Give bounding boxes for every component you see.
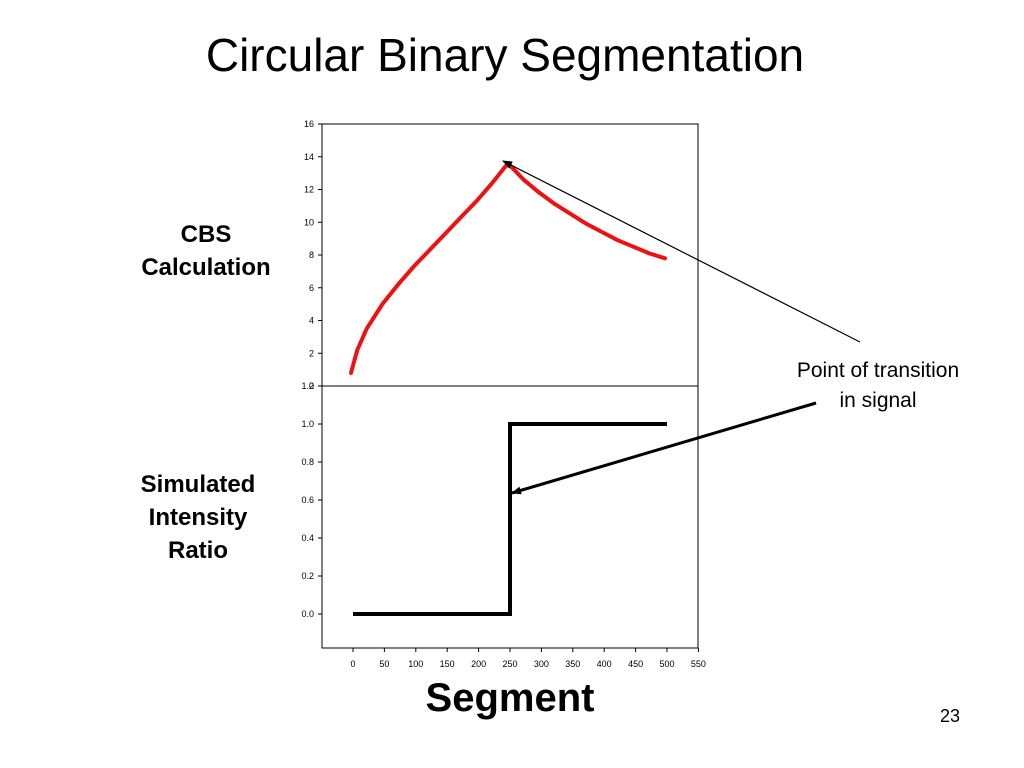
chart1-ytick-label: 4 [309, 316, 314, 326]
simulated-intensity-ratio-label: Simulated Intensity Ratio [108, 468, 288, 567]
annotation-arrow-top [502, 160, 861, 343]
chart2-ytick-label: 1.0 [301, 419, 314, 429]
chart2-xtick-label: 500 [659, 659, 674, 669]
chart1-ytick-label: 16 [304, 119, 314, 129]
chart2-ytick-label: 1.2 [301, 381, 314, 391]
annotation-line-1: Point of transition [796, 359, 960, 382]
annotation-arrow-bottom [511, 401, 817, 495]
chart2-xtick-label: 550 [691, 659, 706, 669]
label-top-line-1: CBS [180, 221, 232, 248]
x-axis-label: Segment [425, 676, 595, 720]
chart2-ytick-label: 0.2 [301, 571, 314, 581]
intensity-ratio-chart: 0.00.20.40.60.81.01.20 50 100 150 200 250 300 3… [301, 381, 705, 669]
chart1-series-line [349, 161, 667, 375]
chart2-ytick-label: 0.8 [301, 457, 314, 467]
label-top-line-2: Calculation [141, 254, 271, 281]
chart2-ytick-label: 0.6 [301, 495, 314, 505]
transition-annotation: Point of transition in signal [758, 356, 998, 416]
chart1-ytick-label: 10 [304, 217, 314, 227]
cbs-calculation-chart: 0 2 4 6 8 10 12 14 16 [304, 119, 699, 391]
chart2-xtick-label: 0 [350, 659, 355, 669]
cbs-calculation-label: CBS Calculation [118, 218, 294, 284]
chart2-xtick-label: 350 [565, 659, 580, 669]
annotation-line-2: in signal [839, 389, 917, 412]
chart2-xtick-label: 450 [628, 659, 643, 669]
chart2-xtick-label: 50 [379, 659, 389, 669]
chart2-xtick-label: 100 [408, 659, 423, 669]
chart1-ytick-label: 0 [309, 381, 314, 391]
chart2-series-line [353, 422, 667, 616]
chart2-xtick-label: 250 [502, 659, 517, 669]
chart2-xtick-label: 200 [471, 659, 486, 669]
label-bottom-line-1: Simulated [140, 471, 256, 498]
chart1-ytick-label: 6 [309, 283, 314, 293]
chart2-xtick-label: 300 [534, 659, 549, 669]
page-number: 23 [939, 706, 961, 726]
chart2-ytick-label: 0.0 [301, 609, 314, 619]
chart1-ytick-label: 8 [309, 250, 314, 260]
label-bottom-line-3: Ratio [168, 537, 228, 564]
chart2-xtick-label: 150 [440, 659, 455, 669]
slide-title: Circular Binary Segmentation [205, 29, 805, 81]
chart1-ytick-label: 12 [304, 185, 314, 195]
chart1-ytick-label: 14 [304, 152, 314, 162]
label-bottom-line-2: Intensity [148, 504, 248, 531]
chart1-ytick-label: 2 [309, 348, 314, 358]
chart2-xtick-label: 400 [597, 659, 612, 669]
chart2-ytick-label: 0.4 [301, 533, 314, 543]
